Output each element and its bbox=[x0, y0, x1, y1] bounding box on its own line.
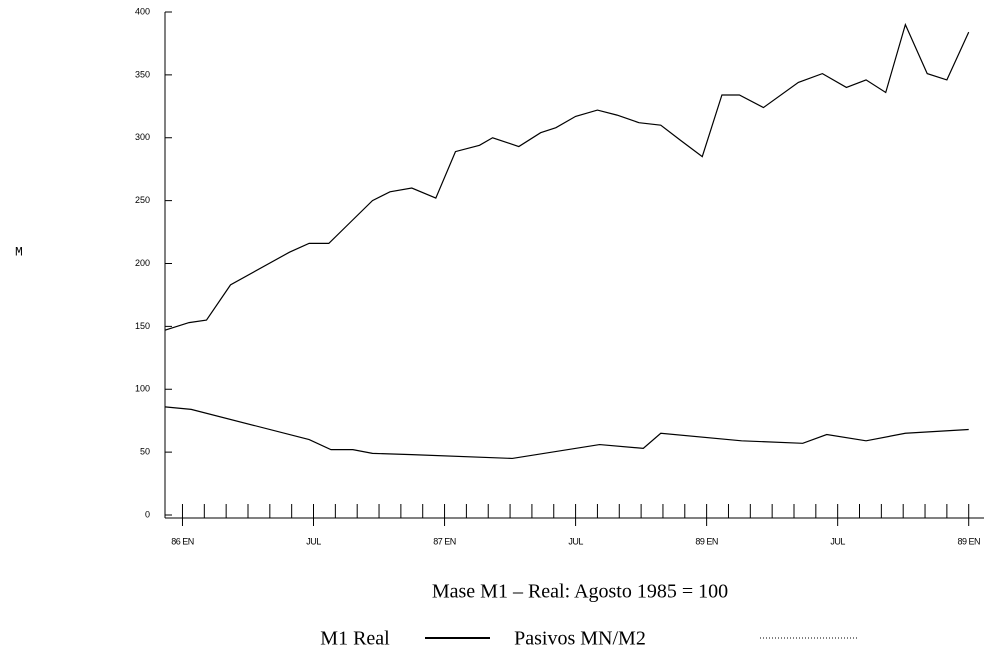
series-line bbox=[164, 406, 969, 460]
y-tick-label: 250 bbox=[135, 195, 150, 205]
chart-title: Mase M1 – Real: Agosto 1985 = 100 bbox=[432, 581, 728, 603]
y-tick-label: 200 bbox=[135, 258, 150, 268]
x-tick-label: JUL bbox=[830, 536, 845, 546]
x-tick-label: JUL bbox=[306, 536, 321, 546]
y-axis-label: M bbox=[15, 244, 23, 259]
y-tick-label: 400 bbox=[135, 6, 150, 16]
y-tick-label: 300 bbox=[135, 132, 150, 142]
y-tick-label: 0 bbox=[145, 509, 150, 519]
x-tick-label: 87 EN bbox=[433, 536, 456, 546]
y-tick-label: 50 bbox=[140, 447, 150, 457]
x-tick-label: 89 EN bbox=[957, 536, 980, 546]
x-tick-label: 89 EN bbox=[695, 536, 718, 546]
x-tick-label: 86 EN bbox=[171, 536, 194, 546]
y-tick-label: 350 bbox=[135, 69, 150, 79]
series-line bbox=[164, 22, 970, 331]
x-tick-label: JUL bbox=[568, 536, 583, 546]
y-tick-label: 100 bbox=[135, 384, 150, 394]
legend-label: M1 Real bbox=[320, 628, 390, 650]
y-tick-label: 150 bbox=[135, 321, 150, 331]
legend-label: Pasivos MN/M2 bbox=[514, 628, 646, 650]
